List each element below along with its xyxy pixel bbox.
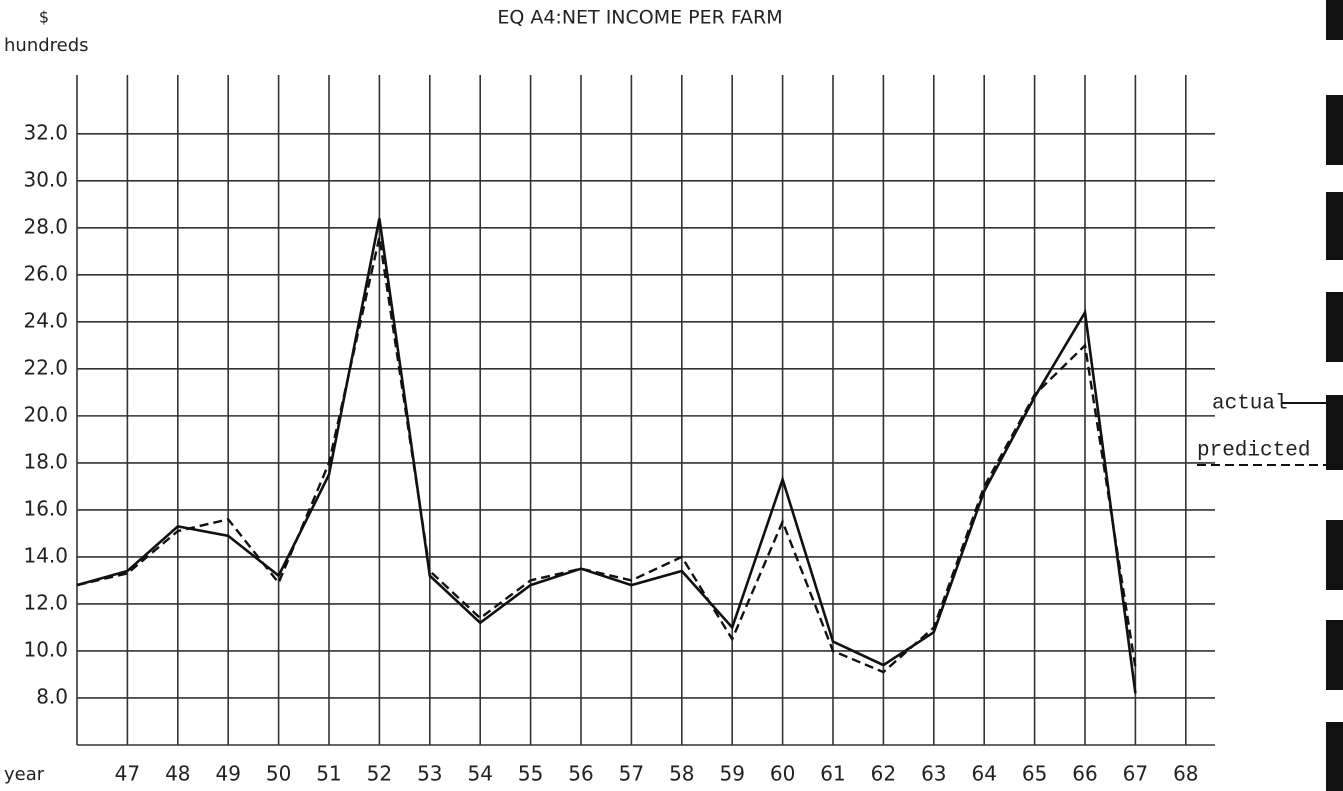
y-tick-label: 22.0 xyxy=(23,355,68,379)
y-tick-label: 14.0 xyxy=(23,543,68,567)
y-tick-label: 18.0 xyxy=(23,449,68,473)
y-tick-label: 32.0 xyxy=(23,120,68,144)
x-tick-label: 60 xyxy=(770,762,795,786)
y-tick-label: 30.0 xyxy=(23,167,68,191)
chart-title: EQ A4:NET INCOME PER FARM xyxy=(497,7,782,29)
y-unit: $ xyxy=(39,8,49,27)
x-axis-label: year xyxy=(4,764,45,785)
x-tick-label: 49 xyxy=(215,762,240,786)
x-tick-label: 55 xyxy=(518,762,543,786)
x-tick-label: 57 xyxy=(619,762,644,786)
y-tick-label: 12.0 xyxy=(23,590,68,614)
x-tick-label: 47 xyxy=(115,762,140,786)
x-tick-label: 67 xyxy=(1123,762,1148,786)
x-tick-label: 56 xyxy=(568,762,593,786)
x-tick-label: 53 xyxy=(417,762,442,786)
y-tick-label: 8.0 xyxy=(36,684,68,708)
data-line xyxy=(76,218,1137,694)
x-tick-label: 51 xyxy=(316,762,341,786)
legend-label: predicted xyxy=(1197,440,1310,463)
x-tick-label: 65 xyxy=(1022,762,1047,786)
y-tick-label: 24.0 xyxy=(23,308,68,332)
y-axis-label: hundreds xyxy=(4,35,89,56)
legend-label: actual xyxy=(1212,393,1288,416)
x-tick-label: 62 xyxy=(871,762,896,786)
y-tick-label: 16.0 xyxy=(23,496,68,520)
x-tick-label: 64 xyxy=(971,762,996,786)
y-tick-label: 10.0 xyxy=(23,637,68,661)
y-tick-label: 28.0 xyxy=(23,214,68,238)
x-tick-label: 48 xyxy=(165,762,190,786)
x-tick-label: 63 xyxy=(921,762,946,786)
x-tick-label: 68 xyxy=(1173,762,1198,786)
x-tick-label: 52 xyxy=(367,762,392,786)
x-tick-label: 54 xyxy=(467,762,492,786)
y-tick-label: 26.0 xyxy=(23,261,68,285)
film-edge xyxy=(1326,0,1343,791)
data-line xyxy=(76,236,1137,674)
x-tick-label: 59 xyxy=(719,762,744,786)
x-tick-label: 50 xyxy=(266,762,291,786)
x-tick-label: 58 xyxy=(669,762,694,786)
x-tick-label: 66 xyxy=(1072,762,1097,786)
x-tick-label: 61 xyxy=(820,762,845,786)
y-tick-label: 20.0 xyxy=(23,402,68,426)
